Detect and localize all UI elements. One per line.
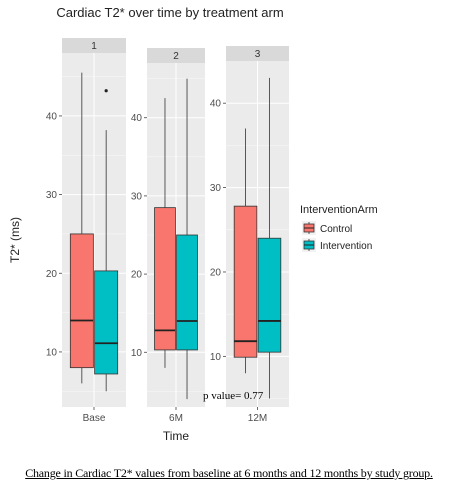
facet-strip-label: 3 <box>255 49 261 60</box>
legend-title: InterventionArm <box>300 204 378 216</box>
outlier-point <box>104 89 108 93</box>
y-tick-label: 30 <box>46 190 58 201</box>
y-tick-label: 30 <box>210 183 222 194</box>
p-value-annotation: p value= 0.77 <box>203 390 264 402</box>
box-control <box>154 98 176 368</box>
y-tick-label: 30 <box>131 191 143 202</box>
facet-1: 1 10 20 30 40 Base <box>46 38 126 424</box>
x-tick-label: 6M <box>169 413 183 424</box>
facet-strip <box>226 46 289 61</box>
y-tick-label: 40 <box>131 113 143 124</box>
box-control <box>233 128 258 374</box>
chart-title: Cardiac T2* over time by treatment arm <box>56 5 283 20</box>
box-iqr <box>69 233 94 369</box>
y-tick-label: 10 <box>131 348 143 359</box>
x-axis-label: Time <box>163 429 190 443</box>
y-tick-label: 10 <box>210 352 222 363</box>
box-intervention <box>94 89 119 392</box>
y-tick-label: 20 <box>46 269 58 280</box>
y-tick-label: 40 <box>46 111 58 122</box>
x-tick-label: Base <box>83 413 106 424</box>
facet-strip-label: 1 <box>91 41 97 52</box>
y-tick-label: 20 <box>131 270 143 281</box>
y-tick-label: 40 <box>210 99 222 110</box>
y-axis-label: T2* (ms) <box>8 217 22 263</box>
box-intervention <box>176 78 198 400</box>
box-iqr <box>257 237 282 353</box>
y-tick-label: 20 <box>210 267 222 278</box>
facet-3: 3 10 20 30 40 12M <box>210 46 289 424</box>
facet-strip <box>147 48 205 63</box>
facet-2: 2 10 20 30 40 6M <box>131 48 205 424</box>
box-iqr <box>176 234 198 351</box>
box-intervention <box>257 77 282 399</box>
facet-strip-label: 2 <box>173 51 179 62</box>
box-iqr <box>233 205 258 358</box>
figure-caption: Change in Cardiac T2* values from baseli… <box>25 466 433 480</box>
facet-strip <box>62 38 126 53</box>
legend-label-control: Control <box>320 224 352 235</box>
box-control <box>69 72 94 384</box>
legend: InterventionArm Control Intervention <box>300 204 378 252</box>
box-iqr <box>94 270 119 375</box>
box-iqr <box>154 207 176 351</box>
facet-panels: 1 10 20 30 40 Base 2 10 20 30 40 6M 3 10 20 30 40 12M <box>46 38 289 424</box>
legend-label-intervention: Intervention <box>320 241 372 252</box>
x-tick-label: 12M <box>248 413 267 424</box>
y-tick-label: 10 <box>46 347 58 358</box>
